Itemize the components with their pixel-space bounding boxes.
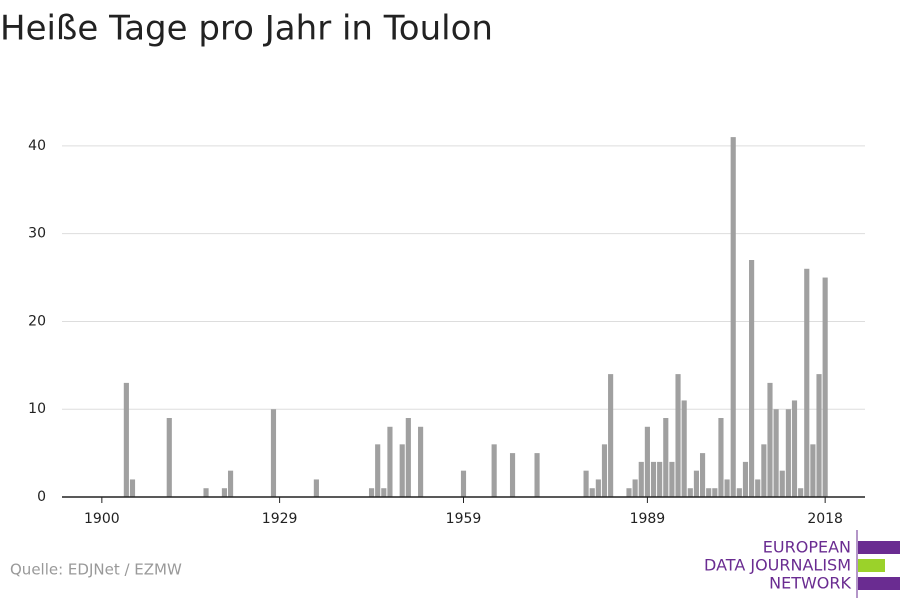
- bar: [227, 470, 234, 497]
- bar: [816, 374, 822, 497]
- bar: [375, 444, 381, 497]
- bar: [534, 453, 540, 497]
- bar: [203, 488, 209, 497]
- bar: [368, 488, 375, 497]
- bar: [773, 409, 779, 497]
- bar: [822, 277, 828, 497]
- bar: [724, 479, 730, 497]
- bar: [595, 479, 601, 497]
- bar: [221, 488, 228, 497]
- x-tick-label: 1959: [446, 511, 482, 527]
- y-tick-label: 0: [37, 489, 46, 505]
- bar: [718, 418, 724, 497]
- bar: [810, 444, 816, 497]
- bar: [712, 488, 718, 497]
- logo-text: NETWORK: [769, 574, 851, 593]
- bar: [460, 470, 467, 497]
- bar: [129, 479, 136, 497]
- chart-title: Heiße Tage pro Jahr in Toulon: [0, 9, 493, 49]
- bar: [387, 426, 393, 497]
- bar: [399, 444, 405, 497]
- bar: [418, 426, 424, 497]
- logo-text: EUROPEAN: [763, 538, 851, 557]
- bar: [601, 444, 608, 497]
- logo-bar: [858, 577, 900, 590]
- bar: [675, 374, 681, 497]
- bar: [798, 488, 804, 497]
- logo-text: DATA JOURNALISM: [704, 556, 851, 575]
- y-tick-label: 10: [28, 401, 46, 417]
- bar: [730, 137, 736, 497]
- bar: [632, 479, 638, 497]
- bar: [589, 488, 595, 497]
- bar: [785, 409, 791, 497]
- bar: [166, 418, 172, 497]
- bar: [736, 488, 742, 497]
- bar: [657, 461, 663, 497]
- bar: [270, 409, 277, 497]
- bar: [608, 374, 614, 497]
- bar: [509, 453, 516, 497]
- y-tick-label: 30: [28, 226, 46, 242]
- bar: [761, 444, 767, 497]
- bar: [755, 479, 761, 497]
- bar: [381, 488, 387, 497]
- bar: [123, 382, 129, 497]
- logo-bar: [858, 559, 885, 572]
- bar: [644, 426, 650, 497]
- bar: [749, 260, 755, 497]
- bar: [491, 444, 497, 497]
- y-tick-label: 20: [28, 313, 46, 329]
- bar: [583, 470, 589, 497]
- x-tick-label: 1989: [630, 511, 666, 527]
- bar: [313, 479, 319, 497]
- bar: [405, 418, 411, 497]
- bar: [693, 470, 700, 497]
- bar: [681, 400, 687, 497]
- bar: [626, 488, 632, 497]
- bar: [706, 488, 712, 497]
- logo-bar: [858, 541, 900, 554]
- bar: [638, 461, 644, 497]
- bar: [669, 461, 675, 497]
- source: Quelle: EDJNet / EZMW: [10, 561, 182, 579]
- x-tick-label: 1929: [262, 511, 298, 527]
- bar: [804, 268, 810, 497]
- bar: [767, 382, 773, 497]
- bar: [779, 470, 785, 497]
- x-tick-label: 2018: [807, 511, 843, 527]
- bar: [742, 461, 749, 497]
- bar: [791, 400, 798, 497]
- bar: [663, 418, 669, 497]
- bar: [699, 453, 706, 497]
- bar: [687, 488, 693, 497]
- x-tick-label: 1900: [84, 511, 120, 527]
- bar: [650, 461, 657, 497]
- y-tick-label: 40: [28, 138, 46, 154]
